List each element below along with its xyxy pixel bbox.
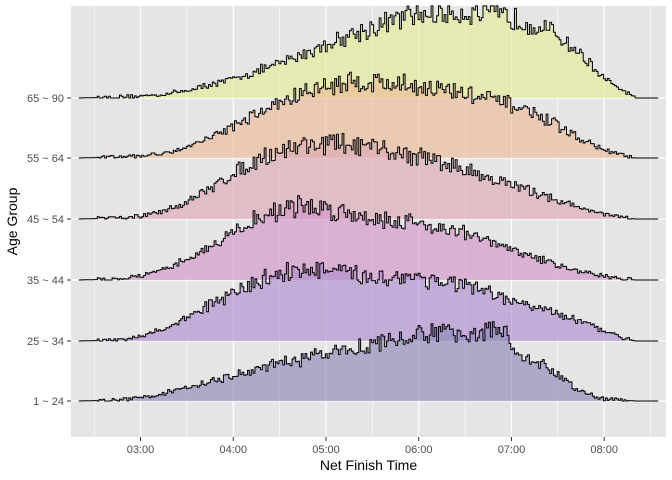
ridge-25-34 — [78, 261, 659, 342]
ridge-outline — [78, 261, 636, 342]
ridge-55-64 — [78, 71, 659, 159]
x-tick-label: 08:00 — [590, 444, 618, 456]
ridges — [78, 5, 659, 402]
ridge-fill — [78, 72, 636, 158]
ridge-outline — [78, 195, 636, 281]
ridge-outline — [78, 321, 636, 402]
ridge-45-54 — [78, 133, 659, 220]
y-axis-ticks: 1 ~ 24 25 ~ 34 35 ~ 44 45 ~ 54 55 ~ 64 65 ~ 9… — [27, 93, 71, 408]
ridge-fill — [78, 195, 636, 280]
x-tick-label: 07:00 — [498, 444, 526, 456]
x-axis-ticks: 03:00 04:00 05:00 06:00 07:00 08:00 — [127, 437, 618, 456]
y-axis-title: Age Group — [4, 187, 20, 255]
ridge-35-44 — [78, 195, 659, 281]
ridge-fill — [78, 321, 636, 401]
y-tick-label: 45 ~ 54 — [27, 214, 64, 226]
ridge-65-90 — [78, 5, 659, 99]
y-tick-label: 1 ~ 24 — [33, 396, 64, 408]
x-tick-label: 04:00 — [220, 444, 248, 456]
y-tick-label: 65 ~ 90 — [27, 93, 64, 105]
ridge-outline — [78, 71, 636, 159]
ridge-outline — [78, 133, 636, 220]
y-tick-label: 35 ~ 44 — [27, 275, 64, 287]
ridge-outline — [78, 5, 636, 99]
y-tick-label: 55 ~ 64 — [27, 153, 64, 165]
ridge-1-24 — [78, 321, 659, 402]
ridge-fill — [78, 262, 636, 341]
ridge-fill — [78, 133, 636, 219]
x-tick-label: 03:00 — [127, 444, 155, 456]
x-tick-label: 05:00 — [312, 444, 340, 456]
ridge-fill — [78, 5, 636, 98]
x-axis-title: Net Finish Time — [320, 457, 417, 473]
y-tick-label: 25 ~ 34 — [27, 336, 64, 348]
x-tick-label: 06:00 — [405, 444, 433, 456]
